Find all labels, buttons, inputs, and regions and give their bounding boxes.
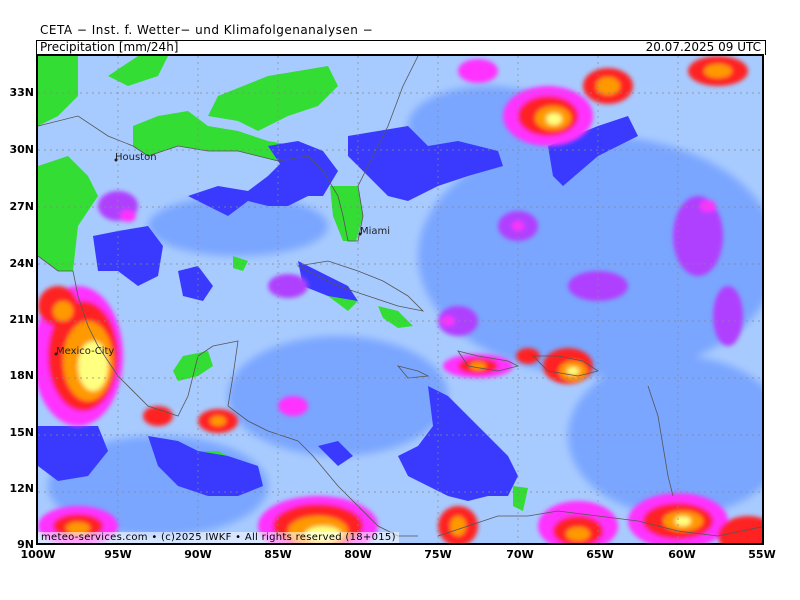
lat-label: 18N <box>9 369 34 382</box>
lat-label: 27N <box>9 200 34 213</box>
lon-label: 95W <box>104 548 132 561</box>
lon-label: 90W <box>184 548 212 561</box>
lon-label: 65W <box>586 548 614 561</box>
city-marker-houston <box>114 158 118 162</box>
lon-label: 85W <box>264 548 292 561</box>
parameter-label: Precipitation [mm/24h] <box>40 40 179 54</box>
moderate-precip-areas <box>48 86 762 536</box>
lat-label: 21N <box>9 313 34 326</box>
lat-label: 24N <box>9 257 34 270</box>
intense-precip-cells <box>38 56 762 543</box>
lon-label: 60W <box>668 548 696 561</box>
city-label-houston: Houston <box>115 152 157 163</box>
credit-line: meteo-services.com • (c)2025 IWKF • All … <box>38 532 399 543</box>
lon-label: 80W <box>344 548 372 561</box>
lon-label: 75W <box>424 548 452 561</box>
city-marker-mexico-city <box>54 352 58 356</box>
city-label-miami: Miami <box>360 226 391 237</box>
coastlines <box>38 56 762 537</box>
lat-label: 9N <box>17 538 34 551</box>
grid-lines <box>38 56 762 543</box>
city-marker-miami <box>358 232 362 236</box>
city-markers <box>54 158 362 356</box>
city-label-mexico-city: Mexico-City <box>56 346 115 357</box>
valid-time: 20.07.2025 09 UTC <box>645 40 761 54</box>
lon-label: 55W <box>748 548 776 561</box>
lon-label: 70W <box>506 548 534 561</box>
precipitation-map[interactable] <box>36 54 764 545</box>
map-title: CETA − Inst. f. Wetter− und Klimafolgena… <box>40 23 374 37</box>
map-canvas <box>38 56 762 543</box>
lon-label: 100W <box>20 548 56 561</box>
lat-label: 30N <box>9 143 34 156</box>
lat-label: 33N <box>9 86 34 99</box>
lat-label: 15N <box>9 426 34 439</box>
purple-precip-cells <box>98 191 743 346</box>
lat-label: 12N <box>9 482 34 495</box>
info-bar: Precipitation [mm/24h] 20.07.2025 09 UTC <box>36 40 766 55</box>
